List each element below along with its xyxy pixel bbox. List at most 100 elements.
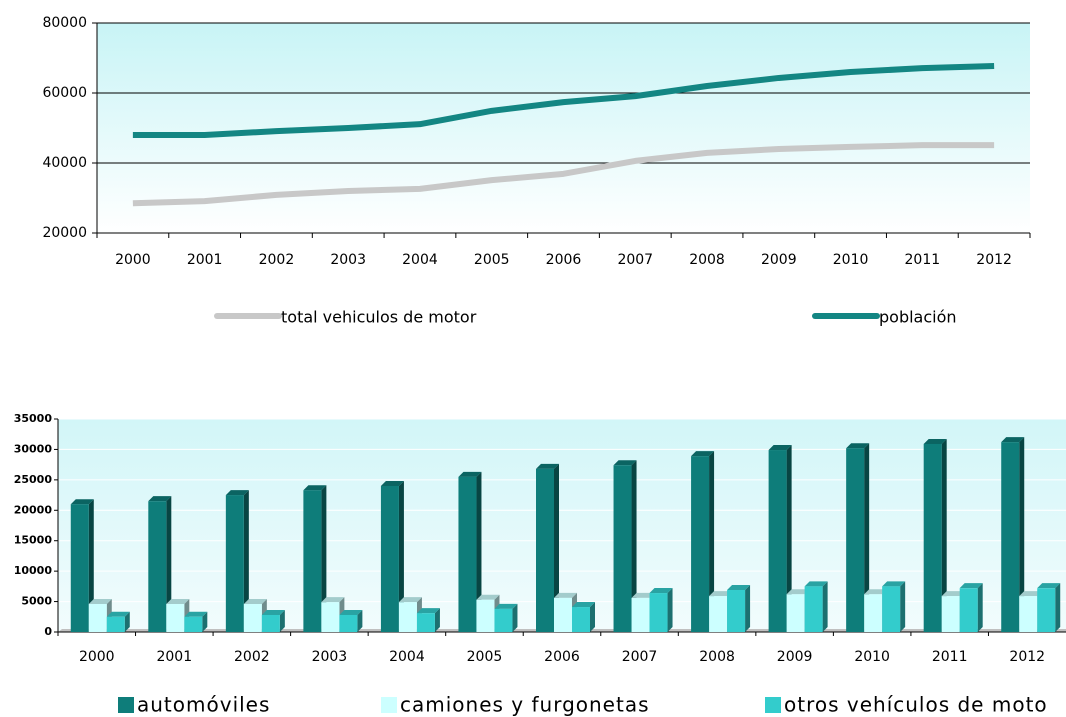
plot-area — [97, 23, 1030, 233]
bar-side — [864, 443, 870, 632]
bar-front — [106, 616, 125, 632]
bar-top — [88, 599, 112, 605]
bar-top — [339, 609, 363, 615]
bar-top — [804, 581, 828, 587]
bar-top — [649, 588, 673, 594]
bar — [339, 609, 363, 632]
bar-front — [321, 602, 340, 632]
bar-front — [458, 476, 477, 632]
x-tick-label: 2000 — [115, 252, 151, 268]
bar — [1001, 437, 1025, 632]
bar-top — [1001, 437, 1025, 443]
x-tick-label: 2000 — [79, 649, 115, 665]
x-tick-label: 2005 — [474, 252, 510, 268]
bar-front — [882, 586, 901, 632]
bar-top — [380, 480, 404, 486]
bar — [225, 490, 249, 632]
bar-front — [536, 468, 554, 632]
legend-label: otros vehículos de moto — [784, 693, 1048, 717]
bar — [691, 451, 715, 632]
bar-side — [1019, 437, 1025, 632]
bar — [536, 463, 559, 632]
bar-front — [804, 586, 823, 632]
x-tick-label: 2012 — [1009, 649, 1045, 665]
bar — [923, 438, 947, 632]
bar-front — [1019, 596, 1038, 632]
bar-top — [416, 608, 440, 614]
bar-top — [768, 445, 792, 451]
bar — [184, 611, 208, 632]
bar-front — [243, 604, 262, 632]
bar-top — [941, 591, 965, 597]
bar-front — [416, 613, 435, 632]
x-tick-label: 2007 — [617, 252, 653, 268]
bar-top — [882, 581, 906, 587]
bar-side — [124, 611, 130, 632]
bar — [804, 581, 828, 632]
bar-front — [572, 607, 590, 632]
bar-top — [166, 599, 190, 605]
bar-side — [667, 588, 673, 632]
bar-front — [709, 596, 728, 632]
bar-front — [727, 590, 746, 632]
x-tick-label: 2006 — [546, 252, 582, 268]
bar — [882, 581, 906, 632]
bar-top — [494, 603, 518, 609]
bar-front — [261, 614, 280, 632]
x-tick-label: 2001 — [187, 252, 223, 268]
bar — [959, 583, 983, 632]
bar-front — [941, 596, 960, 632]
x-tick-label: 2006 — [544, 649, 580, 665]
bar-front — [303, 490, 322, 632]
bar-front — [649, 593, 668, 632]
bar-front — [846, 448, 865, 632]
bar-top — [476, 594, 500, 600]
bar-front — [864, 594, 883, 632]
bar-side — [202, 611, 208, 632]
bar-front — [476, 599, 495, 632]
bar-side — [398, 480, 404, 632]
x-tick-label: 2005 — [467, 649, 503, 665]
legend-swatch — [381, 697, 397, 713]
bar-side — [822, 581, 828, 632]
y-tick-label: 10000 — [14, 564, 53, 577]
bar-top — [554, 592, 577, 598]
bar-front — [768, 450, 787, 632]
y-tick-label: 40000 — [42, 155, 87, 171]
x-tick-label: 2003 — [312, 649, 348, 665]
bar-top — [70, 499, 94, 505]
bar-side — [243, 490, 249, 632]
bar — [148, 496, 172, 632]
bar-front — [1037, 588, 1056, 632]
bar-front — [959, 588, 978, 632]
legend-swatch — [765, 697, 781, 713]
bar-side — [88, 499, 94, 632]
bar-front — [398, 602, 417, 632]
bar — [846, 443, 870, 632]
data-line — [132, 142, 995, 207]
bar-front — [786, 594, 805, 632]
bar-top — [261, 609, 285, 615]
legend-swatch — [118, 697, 134, 713]
bar — [416, 608, 440, 632]
bar-top — [631, 592, 655, 598]
bar-top — [727, 585, 751, 591]
bar-top — [959, 583, 983, 589]
x-tick-label: 2004 — [402, 252, 438, 268]
bar — [494, 603, 518, 632]
bar-side — [631, 460, 637, 632]
bar-top — [923, 438, 947, 444]
bar-front — [339, 614, 358, 632]
bar-front — [148, 501, 167, 632]
bar-top — [1037, 583, 1061, 589]
bar — [261, 609, 285, 632]
bar-top — [243, 599, 267, 605]
bar-top — [572, 602, 595, 608]
x-tick-label: 2012 — [976, 252, 1012, 268]
bar — [321, 597, 345, 632]
y-tick-label: 60000 — [42, 85, 87, 101]
bar-side — [709, 451, 715, 632]
legend-label: camiones y furgonetas — [400, 693, 650, 717]
y-tick-label: 15000 — [14, 534, 53, 547]
